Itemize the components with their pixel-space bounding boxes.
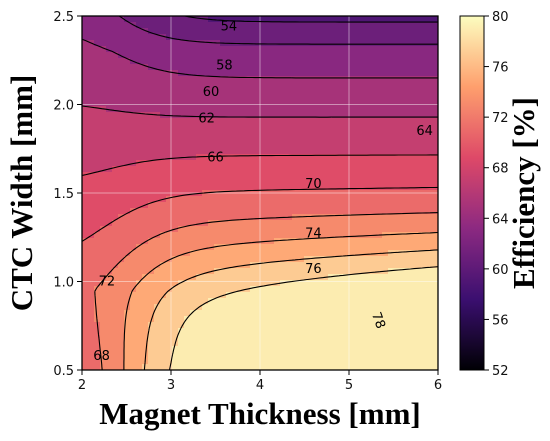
x-tick-label: 3 <box>167 378 175 393</box>
contour-label: 60 <box>203 85 220 100</box>
contour-lines <box>82 16 438 370</box>
y-tick-label: 0.5 <box>53 364 74 379</box>
contour-line-72 <box>94 212 438 370</box>
y-axis-label: CTC Width [mm] <box>4 75 39 312</box>
grid-lines <box>82 16 438 370</box>
y-tick-label: 1.0 <box>53 276 74 291</box>
colorbar <box>459 15 485 371</box>
x-axis-label: Magnet Thickness [mm] <box>99 396 420 431</box>
y-tick-label: 2.0 <box>53 99 74 114</box>
contour-line-78 <box>168 266 438 370</box>
colorbar-tick-label: 60 <box>492 263 509 278</box>
colorbar-ticks: 52 56 60 64 68 72 76 80 <box>484 10 509 379</box>
y-tick-label: 2.5 <box>53 10 74 25</box>
x-tick-label: 4 <box>256 378 264 393</box>
colorbar-tick-label: 52 <box>492 364 509 379</box>
x-tick-label: 5 <box>345 378 353 393</box>
contour-label: 62 <box>198 112 215 127</box>
contour-label: 64 <box>416 124 433 139</box>
y-tick-label: 1.5 <box>53 187 74 202</box>
colorbar-tick-label: 80 <box>492 10 509 25</box>
contour-labels: 68 72 74 76 78 70 66 64 62 60 58 54 <box>93 20 433 364</box>
contour-label: 70 <box>305 177 322 192</box>
contour-label: 76 <box>305 262 322 277</box>
colorbar-tick-label: 72 <box>492 111 509 126</box>
x-tick-label: 6 <box>434 378 442 393</box>
colorbar-label: Efficiency [%] <box>506 97 541 289</box>
contour-label: 58 <box>216 59 233 74</box>
contour-line-74 <box>123 231 438 370</box>
contour-label: 72 <box>99 275 116 290</box>
contour-label: 78 <box>368 310 388 331</box>
contour-line-62 <box>118 16 438 45</box>
contour-line-68 <box>82 154 438 177</box>
contour-line-70 <box>82 186 438 242</box>
contour-label: 74 <box>305 227 322 242</box>
contour-line-76 <box>143 249 438 370</box>
contour-line-60 <box>184 16 438 23</box>
x-axis-ticks: 2 3 4 5 6 <box>78 370 442 393</box>
colorbar-tick-label: 76 <box>492 61 509 76</box>
y-axis-ticks: 0.5 1.0 1.5 2.0 2.5 <box>53 10 82 379</box>
contour-label: 54 <box>221 20 238 35</box>
x-tick-label: 2 <box>78 378 86 393</box>
contour-line-66 <box>82 105 438 118</box>
contour-label: 68 <box>93 349 110 364</box>
contour-line-64 <box>82 38 438 79</box>
colorbar-tick-label: 64 <box>492 212 509 227</box>
efficiency-field <box>82 16 438 370</box>
colorbar-tick-label: 56 <box>492 313 509 328</box>
contour-label: 66 <box>207 151 224 166</box>
colorbar-tick-label: 68 <box>492 162 509 177</box>
